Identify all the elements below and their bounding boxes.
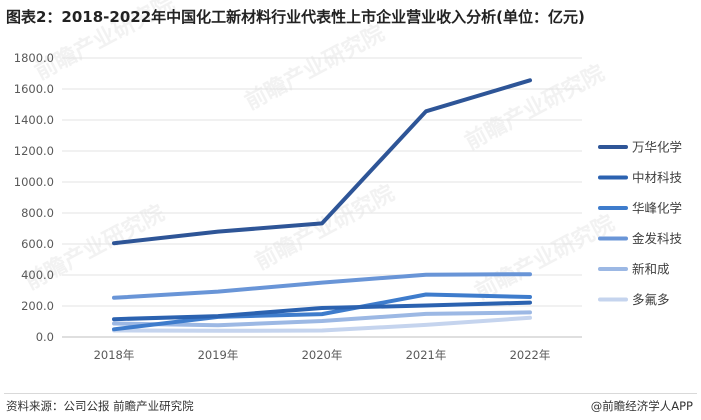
y-tick-label: 200.0 [21, 299, 54, 313]
x-axis: 2018年 2019年 2020年 2021年 2022年 [94, 348, 551, 362]
y-axis: 0.0 200.0 400.0 600.0 800.0 1000.0 1200.0 1400.… [14, 51, 54, 344]
gridlines [62, 57, 582, 338]
legend-label: 多氟多 [632, 292, 670, 307]
series-line [112, 292, 532, 332]
x-tick-label: 2021年 [406, 348, 447, 362]
y-tick-label: 600.0 [21, 237, 54, 251]
legend-label: 新和成 [632, 262, 670, 277]
legend-label: 金发科技 [632, 231, 683, 246]
watermark-text: 前瞻产业研究院 [461, 60, 609, 155]
watermark-text: 前瞻产业研究院 [471, 210, 619, 305]
legend-label: 中材科技 [632, 170, 683, 185]
series-line [112, 78, 532, 246]
watermark-text: 前瞻产业研究院 [241, 20, 389, 115]
y-tick-label: 1800.0 [14, 51, 54, 65]
x-tick-label: 2022年 [510, 348, 551, 362]
chart-title: 图表2：2018-2022年中国化工新材料行业代表性上市企业营业收入分析(单位：… [6, 8, 585, 26]
series-line [112, 272, 532, 300]
y-tick-label: 1400.0 [14, 113, 54, 127]
legend-label: 万华化学 [632, 140, 682, 155]
legend-label: 华峰化学 [632, 201, 682, 216]
y-tick-label: 0.0 [36, 330, 54, 344]
footer: 资料来源：公司公报 前瞻产业研究院 @前瞻经济学人APP [0, 393, 701, 415]
y-tick-label: 800.0 [21, 206, 54, 220]
y-tick-label: 400.0 [21, 268, 54, 282]
brand-credit: @前瞻经济学人APP [590, 399, 693, 413]
x-tick-label: 2018年 [94, 348, 135, 362]
y-tick-label: 1200.0 [14, 144, 54, 158]
series-line [112, 300, 532, 322]
y-tick-label: 1000.0 [14, 175, 54, 189]
x-tick-label: 2019年 [198, 348, 239, 362]
source-note: 资料来源：公司公报 前瞻产业研究院 [6, 399, 194, 413]
y-tick-label: 1600.0 [14, 82, 54, 96]
footer-divider [4, 393, 697, 394]
x-tick-label: 2020年 [302, 348, 343, 362]
series-line [112, 315, 532, 333]
series-lines [112, 78, 532, 333]
series-line [112, 310, 532, 328]
